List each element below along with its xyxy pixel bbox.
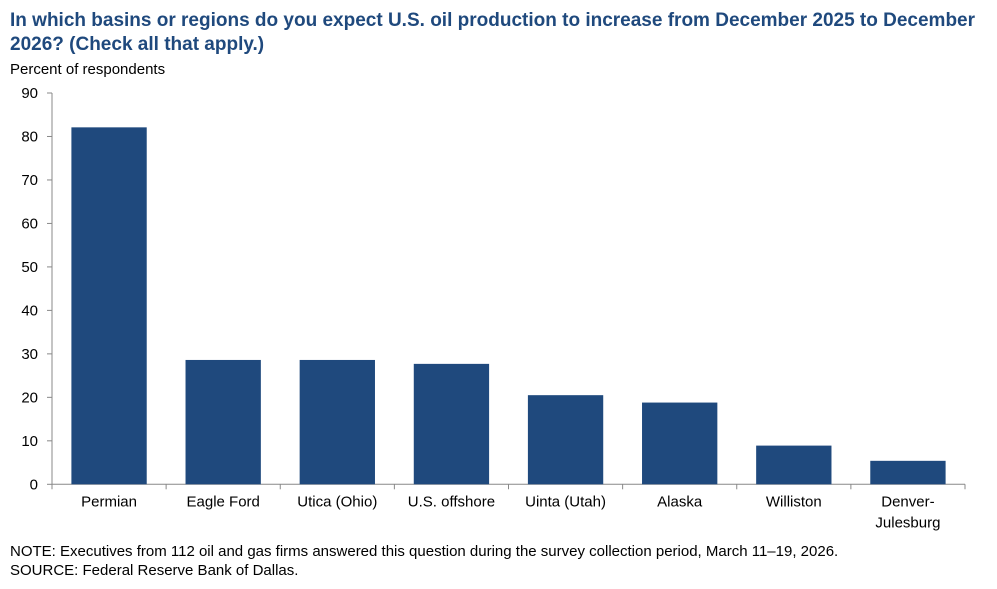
bar [756,445,832,485]
note-text: NOTE: Executives from 112 oil and gas fi… [10,543,839,560]
y-tick-label: 60 [21,215,38,232]
y-tick-label: 80 [21,128,38,145]
y-tick-label: 20 [21,389,38,406]
bar [185,359,261,485]
chart-title: In which basins or regions do you expect… [10,10,976,55]
source-text: SOURCE: Federal Reserve Bank of Dallas. [10,562,299,579]
x-tick-label: Utica (Ohio) [297,493,377,510]
x-tick-label: Alaska [657,493,703,510]
y-axis-label: Percent of respondents [10,61,166,78]
x-tick-label: U.S. offshore [408,493,495,510]
y-tick-label: 40 [21,302,38,319]
bars [71,127,946,485]
x-tick-label: Permian [81,493,137,510]
y-tick-label: 0 [30,476,38,493]
x-axis: Permian Eagle Ford Utica (Ohio) U.S. offsho… [51,483,966,531]
x-tick-label: Williston [766,493,822,510]
y-tick-label: 30 [21,346,38,363]
y-tick-label: 10 [21,433,38,450]
y-tick-label: 50 [21,259,38,276]
bar [71,127,147,485]
bar [299,359,375,485]
x-tick-label: Uinta (Utah) [525,493,606,510]
x-tick-label: Denver-Julesburg [875,493,940,531]
bar [413,363,490,485]
y-tick-label: 70 [21,172,38,189]
bar [870,460,946,485]
chart-notes: NOTE: Executives from 112 oil and gas fi… [10,542,838,580]
bar [642,402,718,485]
y-axis: 0 10 20 30 40 50 60 70 80 90 [21,85,53,493]
bar [527,395,604,485]
y-tick-label: 90 [21,85,38,102]
x-tick-label: Eagle Ford [187,493,260,510]
